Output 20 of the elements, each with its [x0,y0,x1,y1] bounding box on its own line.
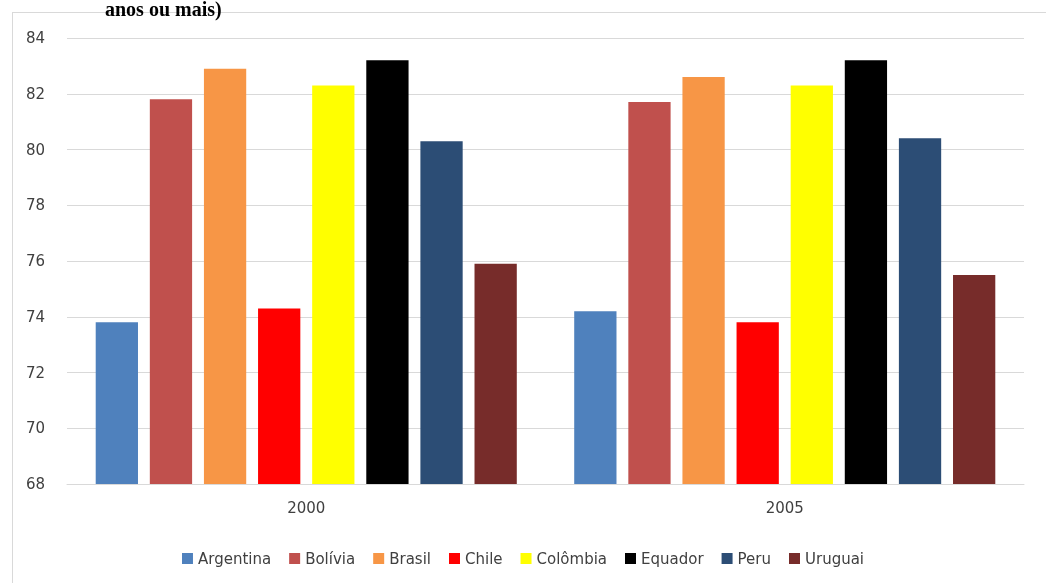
y-tick-label: 68 [25,475,45,493]
y-tick-label: 74 [25,307,45,326]
legend-label: Peru [737,549,771,568]
legend-label: Uruguai [804,549,865,568]
legend-label: Equador [641,549,705,568]
legend-label: Bolívia [305,549,356,568]
legend-label: Chile [464,549,503,568]
y-tick-label: 76 [25,252,45,270]
x-tick-label: 2005 [765,498,804,517]
y-tick-label: 72 [25,363,45,382]
y-tick-label: 80 [25,140,45,159]
y-tick-label: 78 [25,196,45,215]
x-tick-label: 2000 [287,498,326,517]
y-tick-label: 84 [25,29,45,47]
chart-title: anos ou mais) [105,0,222,21]
legend-label: Colômbia [536,549,608,568]
y-tick-label: 82 [25,84,45,103]
legend-label: Argentina [197,549,272,568]
y-tick-label: 70 [25,419,45,438]
legend-label: Brasil [389,549,431,568]
